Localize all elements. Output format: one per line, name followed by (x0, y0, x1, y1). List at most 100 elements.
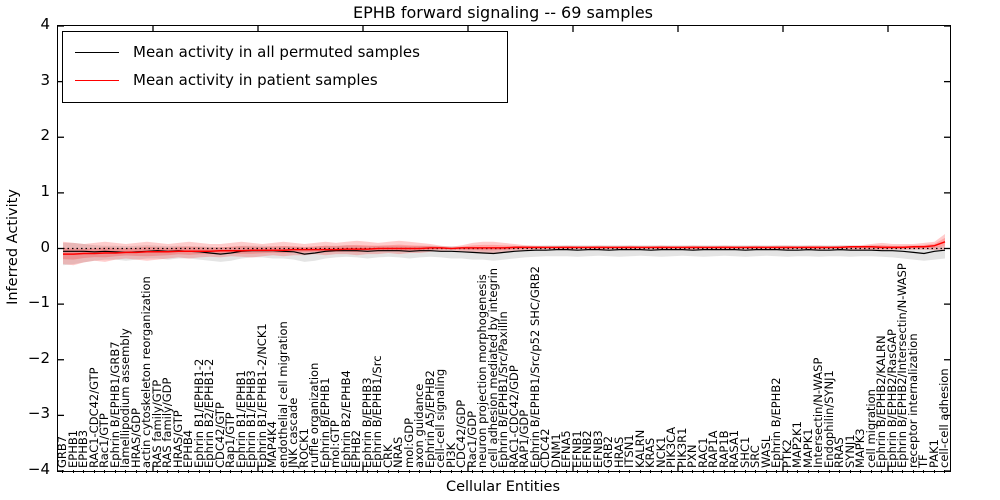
x-entity-tick (303, 470, 305, 473)
x-entity-tick (450, 470, 452, 473)
x-entity-tick (566, 470, 567, 473)
x-axis-label: Cellular Entities (445, 479, 561, 495)
x-entity-tick (818, 470, 819, 473)
x-tick-label: cell-cell adhesion (937, 368, 951, 468)
x-entity-tick (660, 470, 662, 473)
x-entity-tick (387, 470, 389, 473)
x-entity-tick (765, 470, 767, 473)
x-entity-tick (219, 470, 221, 473)
x-entity-tick (713, 470, 714, 473)
x-entity-tick (366, 470, 368, 473)
legend-item-patient: Mean activity in patient samples (75, 66, 497, 94)
x-entity-tick (440, 470, 441, 473)
y-tick-label: 4 (40, 15, 50, 33)
x-entity-tick (608, 470, 609, 473)
x-entity-tick (398, 470, 399, 473)
legend-label-patient: Mean activity in patient samples (133, 71, 378, 89)
x-entity-tick (860, 470, 861, 473)
x-entity-tick (702, 470, 704, 473)
chart-canvas (58, 25, 950, 472)
x-entity-tick (272, 470, 273, 473)
series-line-1 (63, 241, 946, 255)
x-entity-tick (797, 470, 798, 473)
x-entity-tick (671, 470, 672, 473)
x-entity-tick (114, 470, 116, 473)
x-entity-tick (461, 470, 462, 473)
legend: Mean activity in all permuted samples Me… (62, 31, 508, 103)
x-entity-tick (324, 470, 326, 473)
x-entity-tick (429, 470, 431, 473)
x-entity-tick (482, 470, 483, 473)
x-entity-tick (125, 470, 126, 473)
x-entity-tick (104, 470, 105, 473)
x-entity-tick (881, 470, 882, 473)
y-tick-label: 0 (40, 237, 50, 256)
x-entity-tick (177, 470, 179, 473)
x-entity-tick (639, 470, 641, 473)
x-entity-tick (188, 470, 189, 473)
x-entity-tick (524, 470, 525, 473)
x-entity-tick (786, 470, 788, 473)
x-entity-tick (555, 470, 557, 473)
x-tick-label: receptor internalization (905, 333, 920, 468)
x-entity-tick (146, 470, 147, 473)
x-entity-tick (293, 470, 294, 473)
x-entity-tick (513, 470, 515, 473)
x-entity-tick (135, 470, 137, 473)
x-entity-tick (471, 470, 473, 473)
x-entity-tick (534, 470, 536, 473)
x-entity-tick (377, 470, 378, 473)
x-entity-tick (408, 470, 410, 473)
x-entity-tick (167, 470, 168, 473)
x-entity-tick (261, 470, 263, 473)
x-entity-tick (503, 470, 504, 473)
series-line-0 (63, 248, 946, 255)
x-entity-tick (251, 470, 252, 473)
x-entity-tick (839, 470, 840, 473)
x-entity-tick (870, 470, 872, 473)
x-entity-tick (891, 470, 893, 473)
x-entity-tick (734, 470, 735, 473)
x-entity-tick (93, 470, 95, 473)
x-entity-tick (545, 470, 546, 473)
x-entity-tick (776, 470, 777, 473)
chart-title: EPHB forward signaling -- 69 samples (352, 3, 654, 22)
x-entity-tick (650, 470, 651, 473)
x-entity-tick (597, 470, 599, 473)
x-entity-tick (744, 470, 746, 473)
x-entity-tick (849, 470, 851, 473)
y-tick-label: −3 (27, 404, 50, 423)
x-entity-tick (681, 470, 683, 473)
x-entity-tick (828, 470, 830, 473)
x-entity-tick (755, 470, 756, 473)
x-entity-tick (419, 470, 420, 473)
x-entity-tick (933, 470, 935, 473)
x-entity-tick (62, 470, 63, 473)
x-entity-tick (692, 470, 693, 473)
x-entity-tick (629, 470, 630, 473)
x-entity-tick (209, 470, 210, 473)
x-entity-tick (807, 470, 809, 473)
x-entity-tick (902, 470, 903, 473)
x-entity-tick (944, 470, 945, 473)
x-entity-tick (356, 470, 357, 473)
x-entity-tick (230, 470, 231, 473)
x-entity-tick (618, 470, 620, 473)
y-tick-label: −4 (27, 460, 50, 478)
x-entity-tick (576, 470, 578, 473)
x-entity-tick (587, 470, 588, 473)
x-entity-tick (156, 470, 158, 473)
band-1 (63, 234, 945, 266)
x-entity-tick (83, 470, 84, 473)
legend-line-sample-red (75, 79, 119, 81)
y-tick-label: −1 (27, 293, 50, 312)
y-tick-label: −2 (27, 348, 50, 367)
legend-label-permuted: Mean activity in all permuted samples (133, 43, 420, 61)
x-entity-tick (912, 470, 914, 473)
x-entity-tick (240, 470, 242, 473)
y-tick-label: 2 (40, 126, 50, 145)
y-tick-label: 3 (40, 70, 50, 89)
x-entity-tick (72, 470, 74, 473)
legend-line-sample-black (75, 51, 119, 53)
